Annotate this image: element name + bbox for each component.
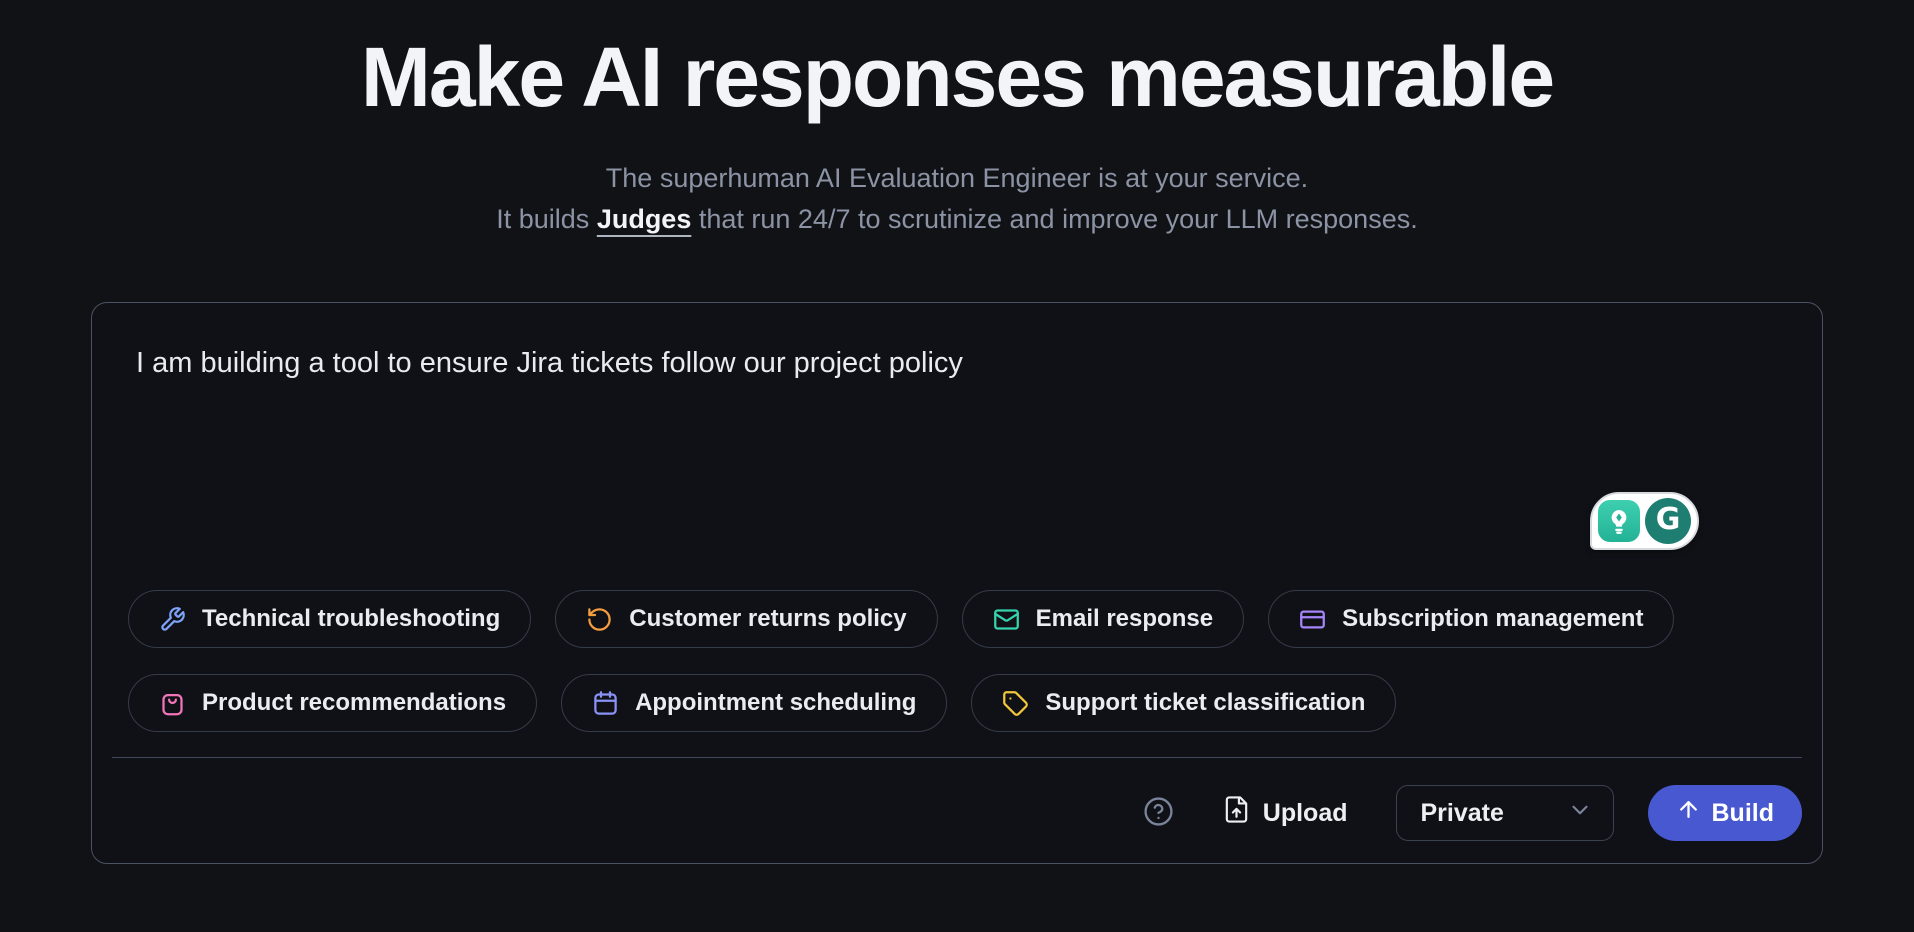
upload-button[interactable]: Upload [1222,795,1348,831]
prompt-input[interactable]: I am building a tool to ensure Jira tick… [136,347,963,380]
suggestion-chip-customer-returns-policy[interactable]: Customer returns policy [555,590,938,649]
suggestion-chip-technical-troubleshooting[interactable]: Technical troubleshooting [128,590,532,649]
subtitle-line2-prefix: It builds [496,204,597,235]
suggestion-chip-subscription-management[interactable]: Subscription management [1268,590,1675,649]
grammarly-g-icon[interactable]: G [1645,498,1691,545]
rotate-ccw-icon [586,606,613,633]
judges-link[interactable]: Judges [596,204,692,235]
build-label: Build [1711,798,1775,827]
suggestion-chip-label: Email response [1035,605,1214,633]
suggestion-chip-email-response[interactable]: Email response [961,590,1245,649]
suggestion-chip-label: Appointment scheduling [635,689,917,717]
suggestion-chips: Technical troubleshooting Customer return… [92,590,1822,733]
suggestion-chip-label: Customer returns policy [629,605,907,633]
visibility-value: Private [1420,798,1504,827]
toolbar-divider [112,757,1802,759]
composer-toolbar: Upload Private Build [112,785,1802,842]
build-button[interactable]: Build [1647,785,1802,842]
grammarly-widget[interactable]: G [1590,492,1699,551]
arrow-up-icon [1676,797,1701,829]
suggestion-chip-product-recommendations[interactable]: Product recommendations [128,674,538,733]
tag-icon [1002,690,1029,717]
hero-section: Make AI responses measurable The superhu… [0,0,1914,240]
chevron-down-icon [1567,797,1593,830]
calendar-icon [592,690,619,717]
suggestion-chip-label: Subscription management [1342,605,1644,633]
grammarly-g-letter: G [1655,502,1681,538]
hero-subtitle: The superhuman AI Evaluation Engineer is… [0,158,1914,240]
suggestion-chip-label: Support ticket classification [1045,689,1366,717]
circle-question-icon [1143,796,1174,830]
subtitle-line1: The superhuman AI Evaluation Engineer is… [605,163,1309,194]
help-button[interactable] [1143,796,1174,830]
wrench-icon [159,606,186,633]
suggestion-chip-support-ticket-classification[interactable]: Support ticket classification [971,674,1397,733]
suggestion-chip-label: Technical troubleshooting [202,605,501,633]
credit-card-icon [1299,606,1326,633]
mail-icon [993,606,1020,633]
prompt-composer-box: I am building a tool to ensure Jira tick… [91,302,1823,865]
suggestion-chip-appointment-scheduling[interactable]: Appointment scheduling [561,674,948,733]
lightbulb-sparkle-icon[interactable] [1598,500,1640,543]
visibility-select[interactable]: Private [1395,785,1614,842]
subtitle-line2-suffix: that run 24/7 to scrutinize and improve … [691,204,1418,235]
shopping-bag-icon [159,690,186,717]
upload-label: Upload [1262,798,1348,827]
suggestion-chip-label: Product recommendations [202,689,507,717]
file-upload-icon [1222,795,1251,831]
page-title: Make AI responses measurable [360,30,1555,124]
